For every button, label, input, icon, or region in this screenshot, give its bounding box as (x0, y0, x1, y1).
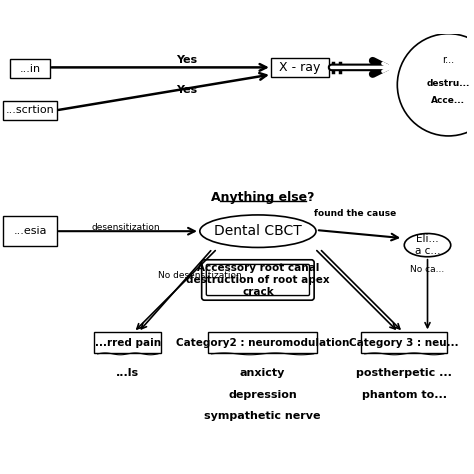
Text: anxicty: anxicty (240, 368, 285, 378)
Text: Dental CBCT: Dental CBCT (214, 224, 302, 238)
Text: No desensitization: No desensitization (158, 271, 242, 280)
Text: Category 3 : neu...: Category 3 : neu... (349, 337, 459, 348)
FancyBboxPatch shape (201, 260, 314, 300)
FancyBboxPatch shape (94, 332, 162, 353)
FancyBboxPatch shape (206, 264, 310, 296)
Text: Eli...
a c...: Eli... a c... (415, 234, 440, 256)
Text: destru...: destru... (427, 79, 470, 88)
Text: r...: r... (442, 55, 455, 65)
Text: ...scrtion: ...scrtion (6, 105, 55, 115)
Text: phantom to...: phantom to... (362, 390, 447, 400)
Text: sympathetic nerve: sympathetic nerve (204, 411, 321, 421)
Text: found the cause: found the cause (314, 209, 397, 218)
FancyBboxPatch shape (361, 332, 447, 353)
Text: ...in: ...in (19, 64, 41, 73)
FancyBboxPatch shape (3, 101, 57, 119)
Text: Anything else?: Anything else? (211, 191, 314, 204)
Text: No ca...: No ca... (410, 265, 445, 274)
Text: postherpetic ...: postherpetic ... (356, 368, 452, 378)
Text: Acce...: Acce... (431, 96, 465, 105)
FancyBboxPatch shape (3, 216, 57, 246)
Circle shape (397, 34, 474, 136)
Ellipse shape (200, 215, 316, 247)
Text: Yes: Yes (177, 85, 198, 95)
Text: ...esia: ...esia (13, 226, 47, 236)
FancyBboxPatch shape (271, 58, 329, 77)
Text: desensitization: desensitization (91, 223, 160, 232)
Text: Yes: Yes (177, 55, 198, 65)
Text: depression: depression (228, 390, 297, 400)
Text: Category2 : neuromodulation: Category2 : neuromodulation (176, 337, 349, 348)
Ellipse shape (404, 234, 451, 257)
Text: ...ls: ...ls (116, 368, 139, 378)
Text: ...rred pain: ...rred pain (95, 337, 161, 348)
FancyBboxPatch shape (10, 59, 50, 78)
Text: Accessory root canal
destruction of root apex
crack: Accessory root canal destruction of root… (186, 264, 330, 297)
FancyBboxPatch shape (208, 332, 317, 353)
Text: X - ray: X - ray (279, 61, 320, 74)
